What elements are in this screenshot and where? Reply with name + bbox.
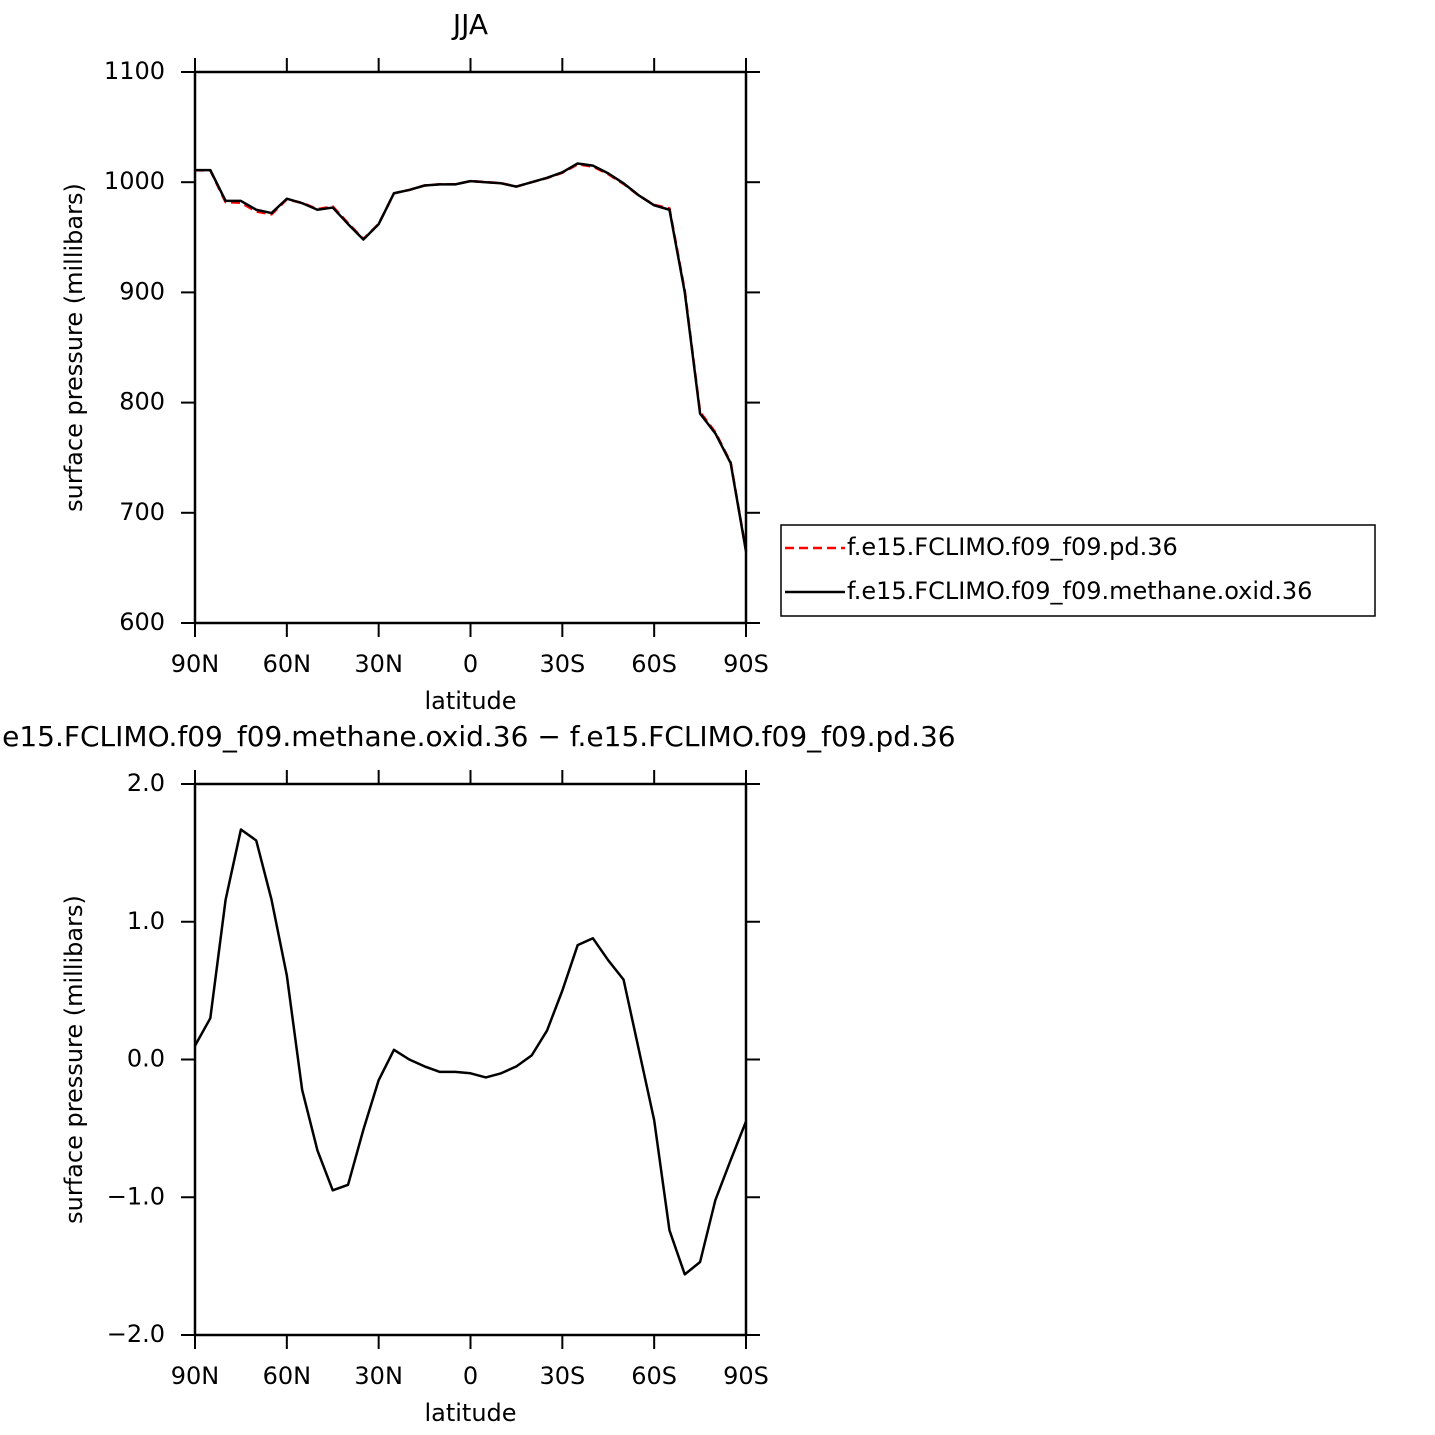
x-tick-label: 30N [354, 1362, 403, 1390]
y-tick-label: 0.0 [127, 1045, 165, 1073]
x-tick-label: 60N [263, 1362, 312, 1390]
legend-box [780, 524, 1376, 617]
x-tick-label: 90N [171, 650, 220, 678]
chart-title: JJA [451, 8, 488, 41]
x-tick-label: 60S [631, 1362, 677, 1390]
y-tick-label: 900 [119, 277, 165, 305]
x-tick-label: 90N [171, 1362, 220, 1390]
x-tick-label: 90S [723, 650, 769, 678]
x-tick-label: 30N [354, 650, 403, 678]
x-tick-label: 30S [539, 1362, 585, 1390]
y-tick-label: 600 [119, 608, 165, 636]
x-tick-label: 60N [263, 650, 312, 678]
y-tick-label: 1.0 [127, 907, 165, 935]
plot-frame [193, 70, 748, 625]
legend-label: f.e15.FCLIMO.f09_f09.methane.oxid.36 [847, 577, 1312, 605]
y-axis-label: surface pressure (millibars) [60, 183, 88, 512]
y-tick-label: 700 [119, 498, 165, 526]
x-axis-label: latitude [424, 687, 516, 715]
x-axis-label: latitude [424, 1399, 516, 1427]
y-tick-label: 2.0 [127, 769, 165, 797]
x-tick-label: 0 [463, 1362, 478, 1390]
x-tick-label: 0 [463, 650, 478, 678]
x-tick-label: 90S [723, 1362, 769, 1390]
y-axis-label: surface pressure (millibars) [60, 895, 88, 1224]
series-line [195, 162, 748, 552]
y-tick-label: 800 [119, 388, 165, 416]
series-line [193, 828, 748, 1276]
chart-title: f.e15.FCLIMO.f09_f09.methane.oxid.36 − f… [0, 720, 956, 753]
y-tick-label: 1100 [104, 57, 165, 85]
y-tick-label: −2.0 [107, 1320, 165, 1348]
x-tick-label: 30S [539, 650, 585, 678]
series-line [194, 163, 748, 552]
legend-label: f.e15.FCLIMO.f09_f09.pd.36 [847, 533, 1178, 561]
plot-frame [193, 782, 748, 1337]
x-tick-label: 60S [631, 650, 677, 678]
y-tick-label: −1.0 [107, 1182, 165, 1210]
y-tick-label: 1000 [104, 167, 165, 195]
